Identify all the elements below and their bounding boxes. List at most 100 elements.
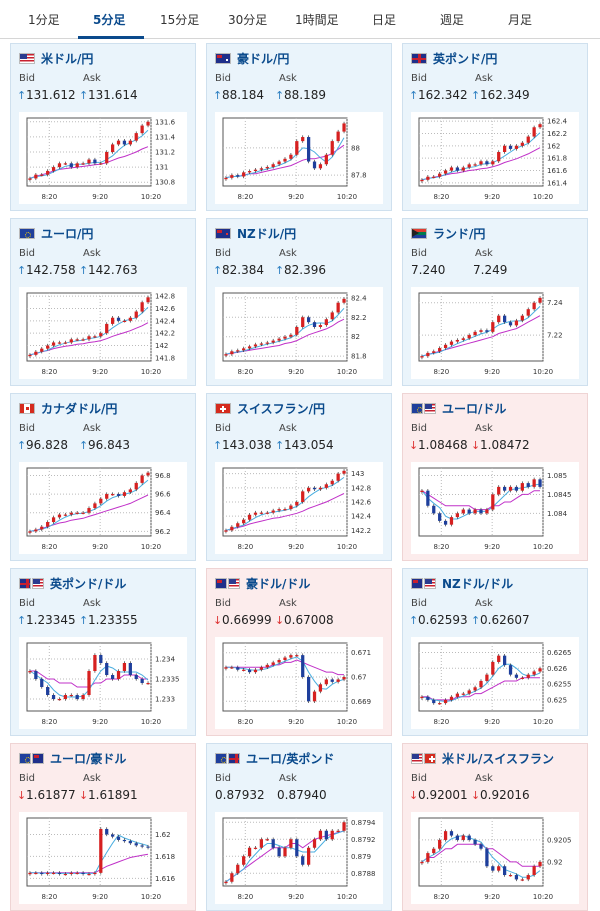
tab-1hour[interactable]: 1時間足 (295, 13, 339, 27)
rate-card[interactable]: 英ポンド/円 Bid Ask ↑162.342 ↑162.349 8:20 9:20 10:2… (402, 43, 588, 211)
rate-card[interactable]: 英ポンド/ドル Bid Ask ↑1.23345 ↑1.23355 8:20 9:20 10:… (10, 568, 196, 736)
y-tick-label: 142.6 (351, 499, 372, 507)
candle-body (99, 333, 103, 337)
card-header: ユーロ/ドル (411, 400, 506, 416)
x-tick-label: 9:20 (92, 368, 108, 376)
currency-pair-link[interactable]: カナダドル/円 (41, 401, 118, 416)
candle-body (443, 344, 448, 349)
tab-monthly[interactable]: 月足 (508, 13, 533, 27)
ask-value: ↑88.189 (275, 88, 326, 102)
chart-thumbnail[interactable]: 8:20 9:20 10:20 0.9205 0.92 (411, 812, 579, 904)
tab-weekly[interactable]: 週足 (440, 13, 465, 27)
plot-frame (26, 467, 152, 537)
chart-thumbnail[interactable]: 8:20 9:20 10:20 88 87.8 (215, 112, 383, 204)
candle-body (467, 164, 471, 168)
tab-5min[interactable]: 5分足 (93, 13, 126, 27)
y-tick-label: 162 (547, 142, 560, 150)
chart-thumbnail[interactable]: 8:20 9:20 10:20 0.671 0.67 0.669 (215, 637, 383, 729)
tab-1min[interactable]: 1分足 (28, 13, 60, 27)
candle-body (497, 315, 501, 323)
candle-body (461, 509, 465, 514)
currency-pair-link[interactable]: ユーロ/ドル (442, 401, 507, 416)
rate-card[interactable]: ユーロ/円 Bid Ask ↑142.758 ↑142.763 8:20 9:20 10:20… (10, 218, 196, 386)
currency-pair-link[interactable]: 英ポンド/ドル (50, 576, 127, 591)
candle-body (443, 520, 448, 525)
currency-pair-link[interactable]: ユーロ/円 (41, 226, 94, 241)
candle-body (526, 674, 530, 678)
rate-card[interactable]: ユーロ/豪ドル Bid Ask ↓1.61877 ↓1.61891 8:20 9:20 10:… (10, 743, 196, 911)
chart-thumbnail[interactable]: 8:20 9:20 10:20 162.4 162.2 162 161.8 161.6 161.… (411, 112, 579, 204)
currency-pair-link[interactable]: NZドル/ドル (442, 576, 514, 591)
rate-card[interactable]: ランド/円 Bid Ask 7.240 7.249 8:20 9:20 10:20 7.24 7.… (402, 218, 588, 386)
candle-body (443, 831, 448, 840)
candle-body (146, 297, 150, 303)
ask-label: Ask (279, 248, 297, 259)
candle-body (324, 830, 328, 840)
candle-body (491, 494, 495, 510)
rate-card[interactable]: ユーロ/ドル Bid Ask ↓1.08468 ↓1.08472 8:20 9:20 10:2… (402, 393, 588, 561)
currency-pair-link[interactable]: ユーロ/英ポンド (246, 751, 335, 766)
candle-body (134, 675, 138, 679)
candle-body (420, 179, 424, 182)
currency-pair-link[interactable]: スイスフラン/円 (237, 401, 326, 416)
rate-card[interactable]: スイスフラン/円 Bid Ask ↑143.038 ↑143.054 8:20 9:20 10… (206, 393, 392, 561)
flag-icon (424, 402, 436, 414)
tab-daily[interactable]: 日足 (372, 13, 397, 27)
currency-pair-link[interactable]: ランド/円 (433, 226, 486, 241)
rate-card[interactable]: NZドル/ドル Bid Ask ↑0.62593 ↑0.62607 8:20 9:20 10:… (402, 568, 588, 736)
tab-30min[interactable]: 30分足 (228, 13, 268, 27)
currency-pair-link[interactable]: 豪ドル/ドル (246, 576, 311, 591)
x-tick-label: 10:20 (141, 543, 161, 551)
x-tick-label: 8:20 (41, 368, 57, 376)
chart-thumbnail[interactable]: 8:20 9:20 10:20 131.6 131.4 131.2 131 130.8 (19, 112, 187, 204)
rate-card[interactable]: カナダドル/円 Bid Ask ↑96.828 ↑96.843 8:20 9:20 10:20… (10, 393, 196, 561)
chart-thumbnail[interactable]: 8:20 9:20 10:20 143 142.8 142.6 142.4 142.2 (215, 462, 383, 554)
currency-pair-link[interactable]: 米ドル/スイスフラン (442, 751, 555, 766)
y-tick-label: 142 (155, 342, 168, 350)
candle-body (318, 325, 323, 327)
plot-frame (418, 467, 544, 537)
chart-thumbnail[interactable]: 8:20 9:20 10:20 96.8 96.6 96.4 96.2 (19, 462, 187, 554)
rate-card[interactable]: 豪ドル/ドル Bid Ask ↓0.66999 ↓0.67008 8:20 9:20 10:2… (206, 568, 392, 736)
candle-body (69, 872, 73, 875)
chart-thumbnail[interactable]: 8:20 9:20 10:20 0.6265 0.626 0.6255 0.625 (411, 637, 579, 729)
chart-thumbnail[interactable]: 8:20 9:20 10:20 7.24 7.22 (411, 287, 579, 379)
candle-body (224, 667, 228, 669)
chart-thumbnail[interactable]: 8:20 9:20 10:20 0.8794 0.8792 0.879 0.8788 (215, 812, 383, 904)
currency-pair-link[interactable]: 豪ドル/円 (237, 51, 290, 66)
rate-card[interactable]: 米ドル/円 Bid Ask ↑131.612 ↑131.614 8:20 9:20 10:20… (10, 43, 196, 211)
bid-label: Bid (215, 598, 231, 609)
candle-body (277, 847, 281, 857)
card-header: NZドル/円 (215, 225, 296, 241)
currency-pair-link[interactable]: 英ポンド/円 (433, 51, 498, 66)
ask-label: Ask (83, 73, 101, 84)
chart-thumbnail[interactable]: 8:20 9:20 10:20 1.234 1.2335 1.233 (19, 637, 187, 729)
y-tick-label: 0.879 (351, 853, 371, 861)
rate-card[interactable]: 豪ドル/円 Bid Ask ↑88.184 ↑88.189 8:20 9:20 10:20 88… (206, 43, 392, 211)
candle-body (81, 163, 85, 165)
chart-thumbnail[interactable]: 8:20 9:20 10:20 142.8 142.6 142.4 142.2 142 141.… (19, 287, 187, 379)
candle-body (306, 847, 311, 865)
currency-pair-link[interactable]: NZドル/円 (237, 226, 297, 241)
candle-body (514, 486, 519, 491)
x-tick-label: 8:20 (433, 368, 449, 376)
candle-body (485, 848, 489, 867)
candle-body (63, 342, 68, 344)
bid-label: Bid (19, 73, 35, 84)
candle-body (247, 346, 252, 349)
rate-card[interactable]: ユーロ/英ポンド Bid Ask 0.87932 0.87940 8:20 9:20 10:2… (206, 743, 392, 911)
rate-card[interactable]: NZドル/円 Bid Ask ↑82.384 ↑82.396 8:20 9:20 10:20 8… (206, 218, 392, 386)
candle-body (146, 472, 150, 476)
chart-thumbnail[interactable]: 8:20 9:20 10:20 1.62 1.618 1.616 (19, 812, 187, 904)
candle-body (502, 866, 507, 876)
chart-thumbnail[interactable]: 8:20 9:20 10:20 82.4 82.2 82 81.8 (215, 287, 383, 379)
up-arrow-icon: ↑ (471, 614, 481, 627)
candle-body (497, 152, 501, 162)
y-tick-label: 1.233 (155, 696, 175, 704)
tab-15min[interactable]: 15分足 (160, 13, 200, 27)
candle-body (87, 671, 91, 695)
currency-pair-link[interactable]: 米ドル/円 (41, 51, 94, 66)
chart-thumbnail[interactable]: 8:20 9:20 10:20 1.085 1.0845 1.084 (411, 462, 579, 554)
currency-pair-link[interactable]: ユーロ/豪ドル (50, 751, 127, 766)
rate-card[interactable]: 米ドル/スイスフラン Bid Ask ↓0.92001 ↓0.92016 8:20 9:20… (402, 743, 588, 911)
